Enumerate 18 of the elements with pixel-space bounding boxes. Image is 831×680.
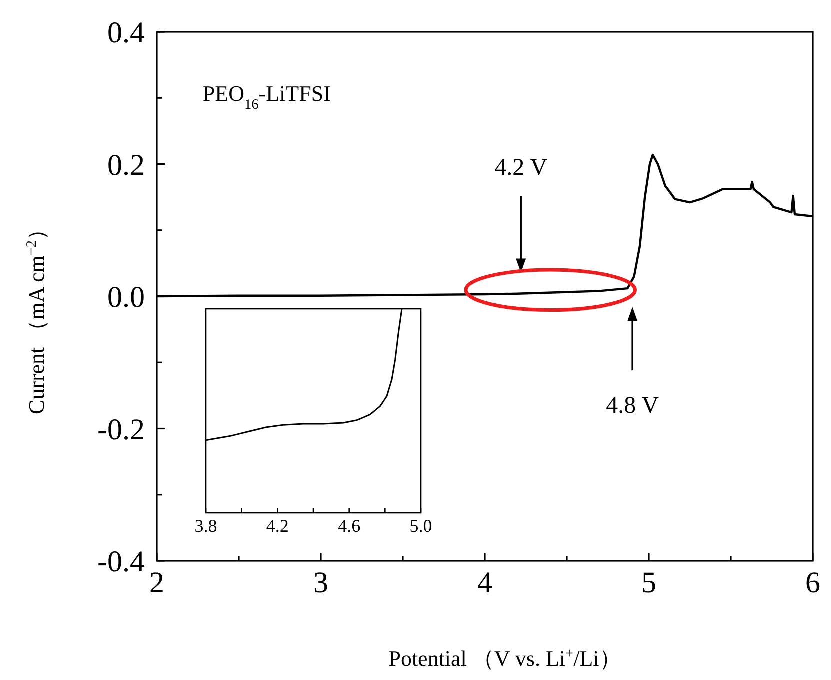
x-tick-label: 5.0 xyxy=(410,516,432,536)
annotation: 4.2 V xyxy=(494,154,548,181)
x-tick-label: 4.6 xyxy=(338,516,361,536)
y-tick-label: 0.4 xyxy=(108,16,145,50)
annotation: PEO$_{16}$-LiTFSI xyxy=(202,80,331,113)
x-tick-label: 2 xyxy=(150,566,164,600)
x-tick-label: 4.2 xyxy=(266,516,289,536)
y-tick-label: 0.0 xyxy=(108,281,145,314)
y-tick-label: -0.2 xyxy=(98,413,145,446)
x-tick-label: 3 xyxy=(314,566,328,600)
y-tick-label: 0.2 xyxy=(108,148,145,182)
x-tick-label: 4 xyxy=(478,566,492,600)
x-tick-label: 6 xyxy=(806,566,820,600)
y-tick-label: -0.4 xyxy=(98,546,145,578)
x-tick-label: 3.8 xyxy=(194,516,218,536)
annotation: 4.8 V xyxy=(606,392,660,419)
x-tick-label: 5 xyxy=(642,566,656,600)
x-axis-title: Potential （V vs. Li$^{+}$/Li） xyxy=(388,646,622,671)
